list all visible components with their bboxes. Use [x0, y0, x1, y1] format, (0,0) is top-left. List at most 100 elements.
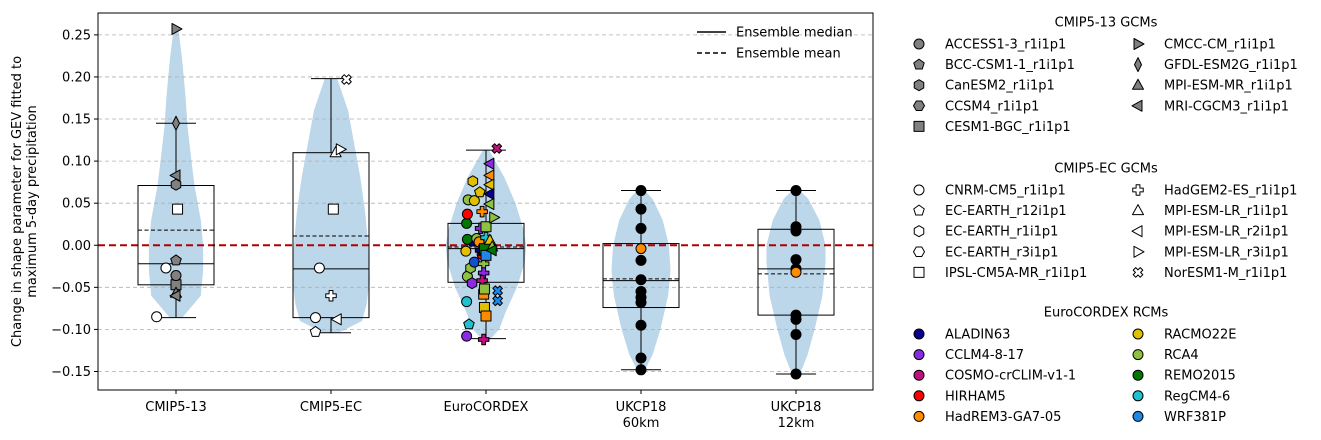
y-tick-label: 0.10	[62, 155, 91, 170]
data-point	[635, 185, 647, 197]
data-point	[635, 352, 647, 364]
legend-marker	[1132, 328, 1144, 340]
legend-label: MPI-ESM-LR_r2i1p1	[1164, 225, 1289, 240]
legend-label: MPI-ESM-MR_r1i1p1	[1164, 79, 1293, 94]
data-point	[170, 178, 182, 191]
data-point	[491, 143, 503, 154]
y-axis-label-line: maximum 5-day precipitation	[25, 105, 40, 298]
data-point	[172, 115, 180, 131]
data-point	[790, 328, 802, 340]
data-point	[325, 290, 337, 302]
data-point	[169, 169, 181, 182]
data-point	[160, 262, 172, 274]
x-tick-label: CMIP5-13	[145, 400, 206, 415]
x-tick-label: 12km	[778, 416, 815, 431]
data-point	[635, 243, 647, 255]
data-point	[790, 266, 802, 278]
legend-label: COSMO-crCLIM-v1-1	[945, 369, 1076, 384]
legend-marker	[913, 369, 925, 381]
legend-label: EC-EARTH_r3i1p1	[945, 245, 1058, 260]
data-point	[483, 187, 495, 200]
legend-label: HadREM3-GA7-05	[945, 410, 1061, 425]
y-tick-label: −0.15	[51, 365, 91, 380]
legend-label: GFDL-ESM2G_r1i1p1	[1164, 58, 1298, 73]
legend-marker	[913, 184, 925, 196]
legend-label: ALADIN63	[945, 328, 1010, 343]
y-tick-label: 0.25	[62, 28, 91, 43]
legend-marker	[1132, 184, 1144, 196]
data-point	[485, 244, 497, 257]
data-point	[476, 205, 488, 218]
data-point	[635, 296, 647, 308]
y-tick-label: 0.15	[62, 113, 91, 128]
data-point	[477, 333, 490, 346]
x-tick-label: EuroCORDEX	[444, 400, 529, 415]
axes: −0.15 −0.10 −0.05 0.00 0.05 0.10 0.15 0.20 0.25 C…	[51, 12, 874, 431]
data-point	[483, 157, 495, 170]
legend-marker	[1133, 38, 1145, 50]
data-point	[170, 254, 182, 266]
y-tick-label: 0.05	[62, 197, 91, 212]
legend-label: RACMO22E	[1164, 328, 1236, 343]
legend-marker	[1131, 99, 1143, 112]
legend-marker	[1132, 78, 1144, 90]
data-point	[483, 169, 495, 182]
data-point	[790, 254, 802, 266]
legend-label: CCLM4-8-17	[945, 348, 1024, 363]
legend-marker	[1132, 369, 1144, 381]
legend-marker	[913, 266, 925, 278]
data-point	[172, 203, 184, 215]
data-point	[468, 256, 480, 268]
legend-marker	[913, 410, 925, 422]
legend-marker	[1134, 57, 1142, 73]
data-point	[790, 313, 802, 325]
data-point	[327, 203, 339, 215]
legend-marker	[913, 246, 925, 258]
y-tick-label: −0.10	[51, 323, 91, 338]
legend-marker	[1132, 204, 1144, 216]
data-point	[635, 203, 647, 215]
data-point	[635, 222, 647, 234]
data-point	[461, 330, 473, 342]
legend-label: MPI-ESM-LR_r3i1p1	[1164, 245, 1289, 260]
legend-label: EC-EARTH_r12i1p1	[945, 204, 1067, 219]
data-point	[483, 178, 495, 191]
data-point	[467, 175, 479, 188]
legend-label: RCA4	[1164, 348, 1199, 363]
y-tick-label: 0.20	[62, 70, 91, 85]
y-axis-label: Change in shape parameter for GEV fitted…	[10, 56, 40, 347]
data-point	[461, 233, 473, 245]
data-point	[483, 198, 495, 211]
legend-label: REMO2015	[1164, 369, 1236, 384]
legend-marker	[1133, 245, 1145, 258]
legend-label: CCSM4_r1i1p1	[945, 99, 1039, 114]
legend-label: Ensemble median	[736, 26, 853, 41]
data-point	[480, 310, 492, 322]
data-point	[635, 319, 647, 331]
data-point	[461, 217, 473, 229]
data-point	[474, 186, 486, 198]
legend-marker	[913, 100, 925, 112]
legend-group-title: CMIP5-EC GCMs	[1054, 162, 1158, 177]
legend-marker	[1132, 390, 1144, 402]
legend-group-title: CMIP5-13 GCMs	[1055, 16, 1158, 31]
data-point	[171, 22, 183, 35]
data-point	[790, 225, 802, 237]
data-point	[635, 364, 647, 376]
data-point	[460, 245, 472, 257]
x-tick-label: 60km	[623, 416, 660, 431]
legend-label: CanESM2_r1i1p1	[945, 79, 1055, 94]
y-axis-label-line: Change in shape parameter for GEV fitted…	[10, 56, 25, 347]
data-point	[790, 185, 802, 197]
data-points	[151, 22, 802, 380]
box	[292, 152, 370, 319]
legend-label: NorESM1-M_r1i1p1	[1164, 266, 1287, 281]
data-point	[492, 295, 503, 307]
legend-label: MRI-CGCM3_r1i1p1	[1164, 99, 1289, 114]
data-point	[309, 325, 322, 337]
data-point	[480, 221, 492, 233]
legend-marker	[913, 328, 925, 340]
data-point	[635, 254, 647, 266]
data-point	[335, 143, 347, 156]
legend-marker	[1132, 410, 1144, 422]
